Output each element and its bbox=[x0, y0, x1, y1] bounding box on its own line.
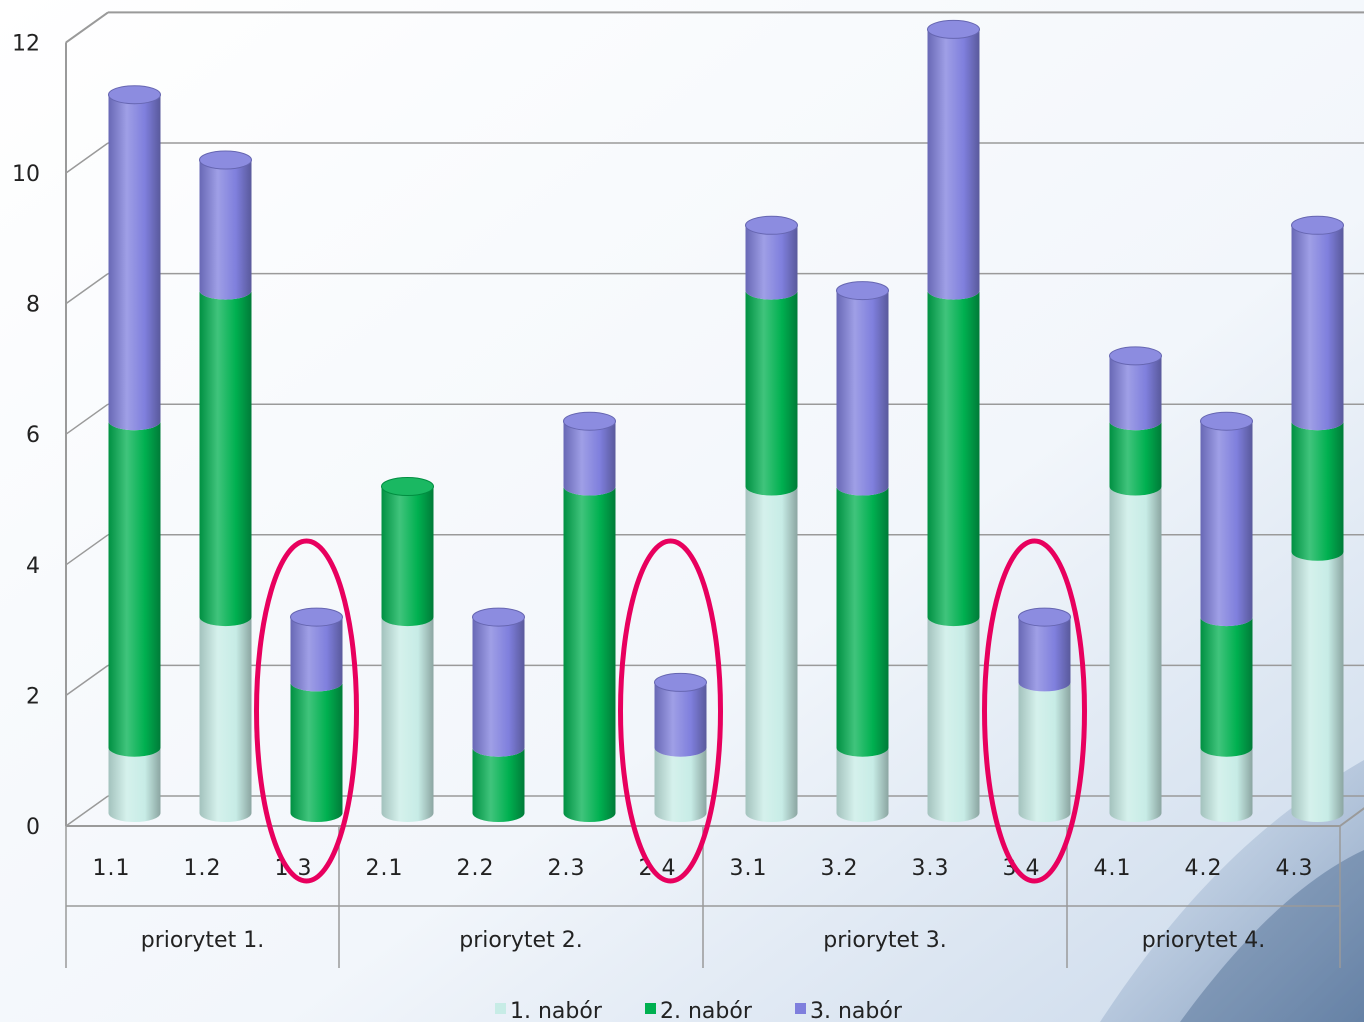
bar-2.3-3. nabór bbox=[563, 421, 616, 496]
bar-1.2-2. nabór bbox=[199, 290, 252, 627]
bar-cap-2.4 bbox=[654, 672, 707, 692]
bar-2.2-2. nabór bbox=[472, 747, 525, 822]
x-tick-label: 2.2 bbox=[457, 856, 495, 881]
bar-3.1-1. nabór bbox=[745, 486, 798, 822]
gridline-diagonal bbox=[65, 272, 109, 305]
x-tick-label: 1.2 bbox=[184, 856, 222, 881]
bar-2.3-2. nabór bbox=[563, 486, 616, 822]
bar-2.4-3. nabór bbox=[654, 682, 707, 757]
group-label: priorytet 4. bbox=[1142, 928, 1265, 953]
gridline-diagonal bbox=[65, 142, 109, 174]
bar-cap-4.2 bbox=[1200, 411, 1253, 431]
legend-label: 3. nabór bbox=[810, 999, 903, 1022]
bar-2.1-2. nabór bbox=[381, 486, 434, 627]
bar-3.3-3. nabór bbox=[927, 29, 980, 300]
legend-label: 1. nabór bbox=[510, 999, 603, 1022]
bar-cap-3.2 bbox=[836, 281, 889, 301]
bar-4.3-2. nabór bbox=[1291, 421, 1344, 561]
x-tick-label: 2.1 bbox=[366, 856, 404, 881]
bar-cap-1.1 bbox=[108, 85, 161, 105]
gridline-diagonal bbox=[65, 11, 109, 44]
bar-1.1-3. nabór bbox=[108, 94, 161, 431]
bar-4.1-3. nabór bbox=[1109, 355, 1162, 431]
y-tick-label: 10 bbox=[12, 162, 40, 187]
bar-3.2-2. nabór bbox=[836, 486, 889, 757]
bar-1.3-2. nabór bbox=[290, 682, 343, 822]
bar-cap-1.3 bbox=[290, 607, 343, 627]
bar-cap-3.4 bbox=[1018, 607, 1071, 627]
group-label: priorytet 1. bbox=[141, 928, 264, 953]
bar-cap-1.2 bbox=[199, 150, 252, 170]
y-tick-label: 8 bbox=[26, 293, 40, 318]
bar-4.3-3. nabór bbox=[1291, 225, 1344, 431]
x-tick-label: 3.1 bbox=[730, 856, 768, 881]
bar-1.1-2. nabór bbox=[108, 421, 161, 757]
legend-label: 2. nabór bbox=[660, 999, 753, 1022]
y-tick-label: 0 bbox=[26, 815, 40, 840]
bar-3.3-2. nabór bbox=[927, 290, 980, 627]
bar-4.1-1. nabór bbox=[1109, 486, 1162, 822]
highlight-3.4 bbox=[982, 538, 1087, 884]
bar-1.2-1. nabór bbox=[199, 617, 252, 822]
bar-cap-3.3 bbox=[927, 19, 980, 39]
bar-3.2-3. nabór bbox=[836, 290, 889, 496]
gridline-diagonal bbox=[65, 795, 109, 827]
legend-swatch bbox=[795, 1003, 806, 1014]
gridline-diagonal bbox=[65, 403, 109, 435]
bar-3.1-2. nabór bbox=[745, 290, 798, 496]
bar-3.3-1. nabór bbox=[927, 617, 980, 822]
bar-4.2-1. nabór bbox=[1200, 747, 1253, 822]
bar-cap-2.3 bbox=[563, 411, 616, 431]
bar-cap-3.1 bbox=[745, 215, 798, 235]
y-tick-label: 6 bbox=[26, 423, 40, 448]
bar-cap-2.2 bbox=[472, 607, 525, 627]
x-tick-label: 3.3 bbox=[912, 856, 950, 881]
bar-1.1-1. nabór bbox=[108, 747, 161, 822]
bar-cap-2.1 bbox=[381, 477, 434, 496]
bar-2.2-3. nabór bbox=[472, 617, 525, 757]
bar-4.1-2. nabór bbox=[1109, 421, 1162, 496]
y-tick-label: 4 bbox=[26, 554, 40, 579]
bar-4.2-2. nabór bbox=[1200, 617, 1253, 757]
gridline-diagonal bbox=[65, 664, 109, 697]
highlight-2.4 bbox=[618, 538, 723, 884]
floor-right-edge bbox=[1339, 807, 1364, 827]
x-tick-label: 4.1 bbox=[1094, 856, 1132, 881]
group-label: priorytet 3. bbox=[823, 928, 946, 953]
x-tick-label: 1.1 bbox=[93, 856, 131, 881]
bar-2.4-1. nabór bbox=[654, 747, 707, 822]
legend-swatch bbox=[645, 1003, 656, 1014]
x-tick-label: 3.2 bbox=[821, 856, 859, 881]
highlight-1.3 bbox=[254, 538, 359, 884]
legend-swatch bbox=[495, 1003, 506, 1014]
x-tick-label: 2.3 bbox=[548, 856, 586, 881]
x-tick-label: 4.3 bbox=[1276, 856, 1314, 881]
bar-1.3-3. nabór bbox=[290, 617, 343, 692]
gridline-diagonal bbox=[65, 534, 109, 566]
bar-cap-4.1 bbox=[1109, 346, 1162, 366]
bar-2.1-1. nabór bbox=[381, 617, 434, 822]
bar-cap-4.3 bbox=[1291, 215, 1344, 235]
group-label: priorytet 2. bbox=[459, 928, 582, 953]
bar-4.3-1. nabór bbox=[1291, 551, 1344, 822]
bar-3.4-3. nabór bbox=[1018, 617, 1071, 692]
bar-1.2-3. nabór bbox=[199, 160, 252, 300]
bar-4.2-3. nabór bbox=[1200, 421, 1253, 627]
bar-3.1-3. nabór bbox=[745, 225, 798, 300]
y-tick-label: 12 bbox=[12, 31, 40, 56]
bar-3.2-1. nabór bbox=[836, 747, 889, 822]
y-tick-label: 2 bbox=[26, 684, 40, 709]
x-tick-label: 4.2 bbox=[1185, 856, 1223, 881]
bar-3.4-1. nabór bbox=[1018, 682, 1071, 822]
